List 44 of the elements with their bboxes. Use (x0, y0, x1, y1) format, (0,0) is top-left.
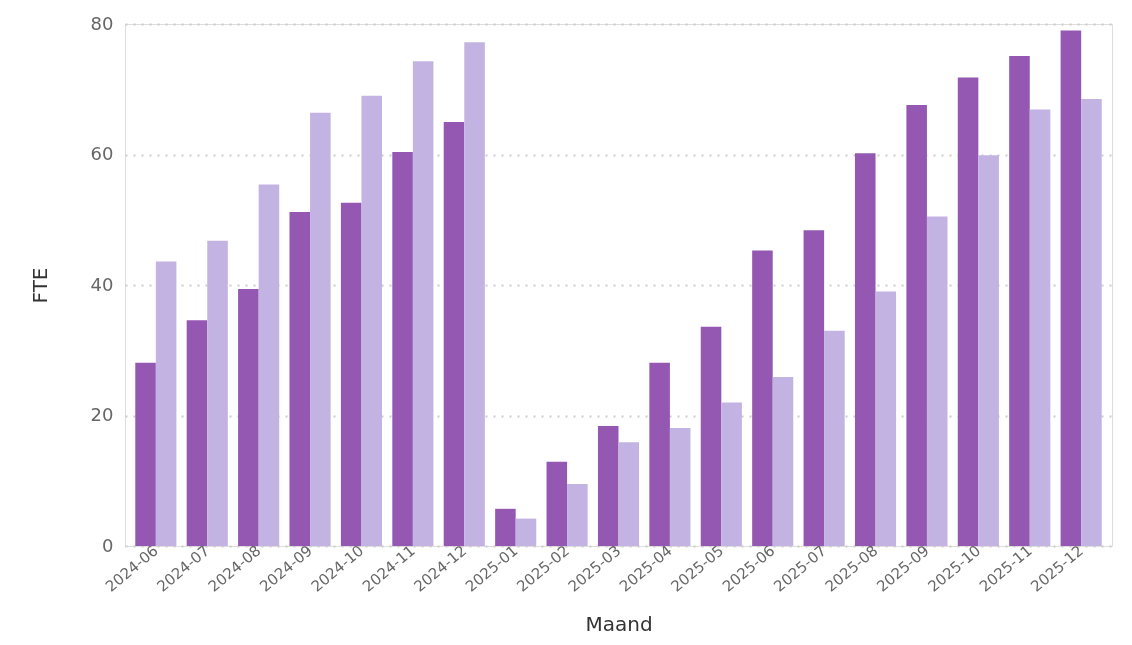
bar (721, 402, 742, 546)
bar (361, 95, 383, 546)
y-tick-label: 40 (90, 273, 114, 295)
y-tick-label: 80 (90, 12, 114, 34)
bar (978, 155, 999, 546)
bar (1081, 99, 1102, 546)
bar (669, 427, 691, 546)
bar (700, 326, 722, 546)
bar (926, 216, 948, 546)
bar (618, 442, 640, 546)
bar (752, 250, 773, 546)
bar (803, 230, 825, 546)
bar (597, 425, 619, 546)
bar (1060, 30, 1082, 546)
x-axis-title: Maand (585, 611, 653, 636)
bar (238, 288, 259, 546)
bar (495, 508, 516, 546)
bar (515, 518, 537, 546)
bar (464, 42, 485, 546)
bar (289, 211, 311, 546)
bar (854, 153, 876, 546)
bar (957, 77, 979, 546)
bar (155, 261, 177, 546)
bar (1029, 109, 1051, 546)
bar (412, 61, 434, 546)
bar (824, 330, 845, 546)
y-tick-label: 60 (90, 143, 114, 164)
bar (649, 362, 670, 546)
y-tick-label: 20 (90, 404, 114, 425)
bar (258, 184, 280, 546)
bar (1009, 55, 1030, 546)
bar (443, 121, 465, 546)
bar (875, 291, 897, 546)
bar (310, 112, 331, 546)
bar (135, 362, 156, 546)
bar (340, 202, 362, 546)
bar (906, 104, 927, 546)
bar (392, 151, 413, 546)
bar (567, 484, 588, 546)
bar (186, 320, 208, 546)
bar (546, 461, 568, 546)
bar (207, 240, 228, 546)
bar (772, 377, 794, 546)
y-axis-title: FTE (27, 267, 52, 304)
